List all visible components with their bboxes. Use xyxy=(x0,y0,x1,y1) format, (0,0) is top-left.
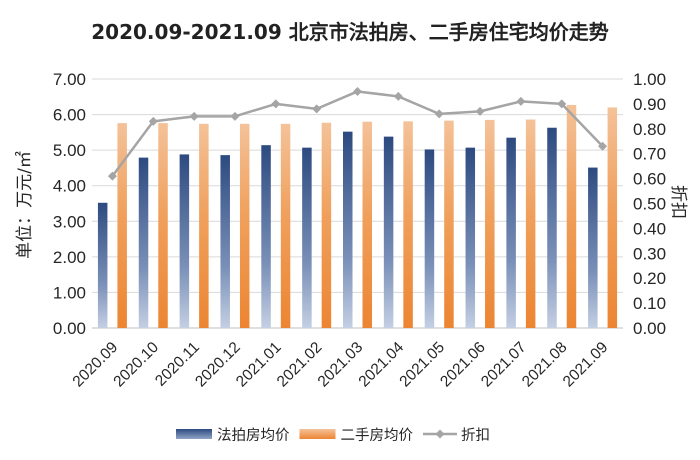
y2-tick-label: 0.10 xyxy=(633,294,666,313)
y2-tick-label: 0.90 xyxy=(633,95,666,114)
y2-tick-label: 0.60 xyxy=(633,170,666,189)
bar-secondhand-price xyxy=(239,123,250,328)
bar-secondhand-price xyxy=(321,122,332,328)
discount-point xyxy=(393,91,403,101)
y2-axis-title: 折扣 xyxy=(668,185,688,219)
bar-auction-price xyxy=(179,154,190,328)
discount-point xyxy=(148,116,158,126)
bar-auction-price xyxy=(302,147,312,328)
bar-auction-price xyxy=(261,145,271,328)
y2-tick-label: 0.70 xyxy=(633,145,666,164)
y-tick-label: 5.00 xyxy=(53,141,86,160)
chart-title: 2020.09-2021.09 北京市法拍房、二手房住宅均价走势 xyxy=(91,20,608,44)
bar-auction-price xyxy=(588,167,598,328)
discount-point xyxy=(475,106,485,116)
bar-secondhand-price xyxy=(607,107,618,328)
bar-auction-price xyxy=(220,155,230,328)
discount-point xyxy=(107,171,117,181)
y2-tick-label: 0.50 xyxy=(633,195,666,214)
bar-auction-price xyxy=(97,202,108,328)
y-tick-label: 6.00 xyxy=(53,106,86,125)
x-axis-ticks: 2020.092020.102020.112020.122021.012021.… xyxy=(70,339,612,391)
left-axis-ticks: 0.00 1.00 2.00 3.00 4.00 5.00 6.00 7.00 xyxy=(53,70,86,338)
bar-secondhand-price xyxy=(444,120,454,329)
legend-label: 二手房均价 xyxy=(341,427,414,444)
discount-point xyxy=(434,109,444,119)
bar-secondhand-price xyxy=(117,123,127,328)
bar-secondhand-price xyxy=(485,119,495,329)
y-tick-label: 3.00 xyxy=(53,212,86,231)
discount-point xyxy=(312,104,322,114)
discount-point xyxy=(271,99,281,109)
bar-secondhand-price xyxy=(362,121,372,328)
y2-tick-label: 0.80 xyxy=(633,120,666,139)
discount-point xyxy=(516,96,526,106)
bar-auction-price xyxy=(424,149,435,328)
legend-label: 法拍房均价 xyxy=(217,427,290,444)
bar-series xyxy=(97,104,618,329)
bar-secondhand-price xyxy=(403,121,413,328)
y2-tick-label: 0.30 xyxy=(633,244,666,263)
discount-line-series xyxy=(107,86,608,181)
bar-auction-price xyxy=(547,127,557,329)
y-tick-label: 1.00 xyxy=(53,283,86,302)
legend-swatch-auction xyxy=(176,429,212,439)
discount-point xyxy=(189,111,199,121)
x-tick-label: 2020.10 xyxy=(110,339,162,391)
bar-secondhand-price xyxy=(566,104,577,329)
bar-auction-price xyxy=(465,147,476,328)
y-axis-title: 单位：万元/㎡ xyxy=(15,151,35,259)
y-tick-label: 2.00 xyxy=(53,248,86,267)
bar-auction-price xyxy=(138,157,149,328)
discount-point xyxy=(557,99,567,109)
legend: 法拍房均价 二手房均价 折扣 xyxy=(176,427,490,444)
y-tick-label: 0.00 xyxy=(53,319,86,338)
y2-tick-label: 0.00 xyxy=(633,319,666,338)
bar-auction-price xyxy=(383,136,394,328)
bar-auction-price xyxy=(506,137,516,328)
y-tick-label: 7.00 xyxy=(53,70,86,89)
discount-point xyxy=(230,111,240,121)
bar-secondhand-price xyxy=(158,123,168,328)
y-tick-label: 4.00 xyxy=(53,177,86,196)
bar-auction-price xyxy=(343,131,353,328)
y2-tick-label: 1.00 xyxy=(633,70,666,89)
legend-swatch-secondhand xyxy=(299,429,336,439)
grid-lines xyxy=(92,78,623,329)
bar-secondhand-price xyxy=(525,119,536,329)
bar-secondhand-price xyxy=(280,123,291,328)
bar-secondhand-price xyxy=(199,123,209,328)
discount-point xyxy=(598,141,608,151)
discount-point xyxy=(353,86,362,96)
legend-label: 折扣 xyxy=(461,427,490,444)
y2-tick-label: 0.20 xyxy=(633,269,666,288)
x-tick-label: 2021.09 xyxy=(560,339,612,391)
y2-tick-label: 0.40 xyxy=(633,219,666,238)
right-axis-ticks: 0.00 0.10 0.20 0.30 0.40 0.50 0.60 0.70 0.80 0.90… xyxy=(633,70,666,338)
legend-marker-discount xyxy=(435,429,445,439)
